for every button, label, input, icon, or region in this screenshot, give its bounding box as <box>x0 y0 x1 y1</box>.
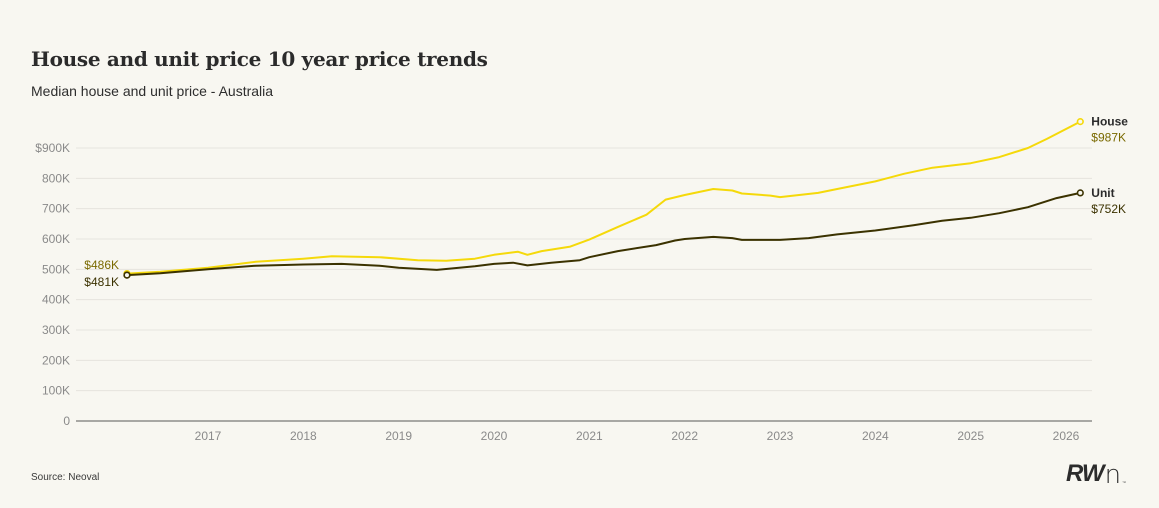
start-marker-unit <box>123 271 131 279</box>
x-tick-label: 2021 <box>576 429 603 443</box>
unit-end-value: $752K <box>1091 202 1126 216</box>
x-axis-ticks: 2017 2018 2019 2020 2021 2022 2023 2024 2025 2026 <box>195 429 1080 443</box>
x-tick-label: 2022 <box>671 429 698 443</box>
x-tick-label: 2026 <box>1053 429 1080 443</box>
chart-subtitle: Median house and unit price - Australia <box>31 83 274 99</box>
y-tick-label: 600K <box>42 232 70 246</box>
series <box>123 118 1084 279</box>
y-tick-label: 500K <box>42 262 70 276</box>
brand-logo: RW n ™ <box>1066 460 1126 488</box>
x-tick-label: 2025 <box>957 429 984 443</box>
chart-title: House and unit price 10 year price trend… <box>31 47 488 71</box>
y-tick-label: 0 <box>63 414 70 428</box>
source-note: Source: Neoval <box>31 472 100 483</box>
x-tick-label: 2019 <box>385 429 412 443</box>
y-tick-label: 300K <box>42 323 70 337</box>
logo-text: RW <box>1066 460 1105 487</box>
series-line-unit <box>126 191 1081 277</box>
y-tick-label: $900K <box>35 141 70 155</box>
series-labels: $486K $481K House $987K Unit $752K <box>84 115 1128 289</box>
house-end-name: House <box>1091 115 1128 129</box>
grid-lines <box>76 147 1092 392</box>
y-tick-label: 200K <box>42 353 70 367</box>
logo-suffix: n <box>1104 460 1122 490</box>
y-axis-ticks: 0 100K 200K 300K 400K 500K 600K 700K 800K $900K <box>35 141 70 428</box>
house-end-value: $987K <box>1091 131 1126 145</box>
x-tick-label: 2017 <box>195 429 222 443</box>
data-point-house <box>1076 118 1084 126</box>
data-point-unit <box>1076 189 1084 197</box>
unit-end-name: Unit <box>1091 186 1114 200</box>
x-tick-label: 2024 <box>862 429 889 443</box>
logo-trademark: ™ <box>1122 480 1127 485</box>
series-line-house <box>126 120 1081 275</box>
house-start-label: $486K <box>84 258 119 272</box>
y-tick-label: 800K <box>42 171 70 185</box>
y-tick-label: 700K <box>42 202 70 216</box>
x-tick-label: 2018 <box>290 429 317 443</box>
unit-start-label: $481K <box>84 275 119 289</box>
x-tick-label: 2020 <box>481 429 508 443</box>
x-tick-label: 2023 <box>767 429 794 443</box>
y-tick-label: 400K <box>42 293 70 307</box>
y-tick-label: 100K <box>42 384 70 398</box>
